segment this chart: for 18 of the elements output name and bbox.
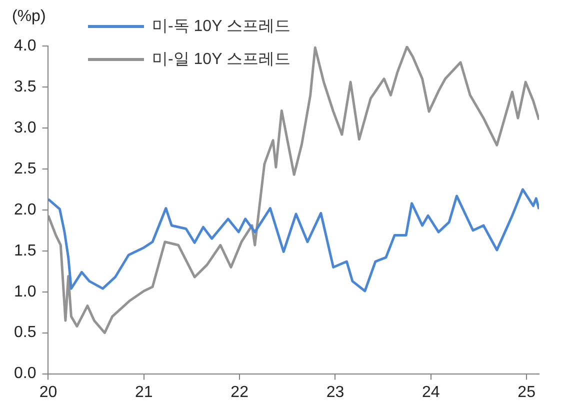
x-tick-label: 23 xyxy=(326,384,344,401)
y-tick-label: 4.0 xyxy=(14,37,36,54)
x-tick-label: 20 xyxy=(39,384,58,401)
y-tick-label: 2.0 xyxy=(14,201,36,218)
y-axis-title: (%p) xyxy=(12,8,46,26)
y-tick-label: 1.0 xyxy=(14,283,36,300)
y-tick-label: 0.0 xyxy=(14,365,36,382)
legend-label: 미-독 10Y 스프레드 xyxy=(152,17,290,37)
y-tick-label: 0.5 xyxy=(14,324,36,342)
x-tick-label: 21 xyxy=(135,384,153,401)
legend-label: 미-일 10Y 스프레드 xyxy=(152,50,290,70)
x-tick-label: 22 xyxy=(230,384,249,401)
x-tick-label: 24 xyxy=(422,384,440,401)
y-tick-label: 1.5 xyxy=(14,242,36,260)
x-tick-label: 25 xyxy=(518,384,536,401)
y-tick-label: 3.0 xyxy=(14,119,36,136)
y-tick-label: 3.5 xyxy=(14,78,36,96)
y-tick-label: 2.5 xyxy=(14,160,36,178)
